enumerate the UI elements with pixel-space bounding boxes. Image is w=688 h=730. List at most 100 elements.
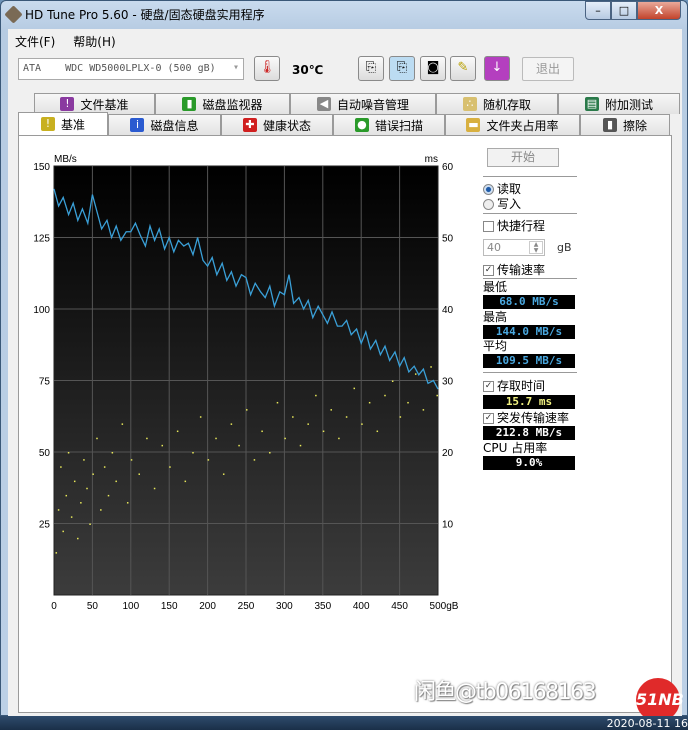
y-tick-label-left: 125 xyxy=(33,234,50,245)
benchmark-chart: 0 50 100 150 200 250 300 350 400 450 500gB 25 50 75 10… xyxy=(33,154,458,612)
x-tick-label: 150 xyxy=(161,601,178,612)
burst-rate-checkbox[interactable]: ✓ 突发传输速率 xyxy=(483,411,569,425)
max-value: 144.0 MB/s xyxy=(483,325,575,339)
transfer-rate-checkbox[interactable]: ✓ 传输速率 xyxy=(483,263,545,277)
x-tick-label: 50 xyxy=(87,601,99,612)
menu-file[interactable]: 文件(F) xyxy=(15,35,56,49)
copy-image-icon[interactable]: ⎘ xyxy=(389,56,415,81)
tab-random-access[interactable]: ∴ 随机存取 xyxy=(436,93,558,114)
write-label: 写入 xyxy=(497,197,522,211)
drive-select-value: ATA WDC WD5000LPLX-0 (500 gB) xyxy=(23,63,216,74)
y-tick-label-right: 30 xyxy=(442,377,454,388)
camera-icon[interactable]: ◙ xyxy=(420,56,446,81)
checkbox-icon xyxy=(483,220,494,232)
access-time-point xyxy=(299,444,302,447)
min-label: 最低 xyxy=(483,280,508,294)
minimize-button[interactable]: – xyxy=(585,1,611,20)
access-time-point xyxy=(57,509,60,511)
access-time-point xyxy=(207,459,210,461)
x-tick-label: 0 xyxy=(51,601,57,612)
access-time-point xyxy=(184,480,187,483)
maximize-button[interactable]: □ xyxy=(611,1,637,20)
y-tick-label-right: 50 xyxy=(442,234,454,245)
watermark: 闲鱼@tb06168163 xyxy=(414,680,597,705)
access-time-point xyxy=(138,473,140,475)
access-time-point xyxy=(353,387,356,390)
tab-health[interactable]: ✚ 健康状态 xyxy=(221,114,333,135)
access-time-point xyxy=(89,523,91,525)
title-bar: HD Tune Pro 5.60 - 硬盘/固态硬盘实用程序 xyxy=(4,4,265,24)
access-time-point xyxy=(430,366,432,368)
access-time-point xyxy=(407,401,409,404)
thermometer-icon[interactable]: 🌡 xyxy=(254,56,280,81)
close-button[interactable]: X xyxy=(637,1,681,20)
access-time-checkbox[interactable]: ✓ 存取时间 xyxy=(483,379,545,393)
cpu-label: CPU 占用率 xyxy=(483,441,548,455)
access-time-value: 15.7 ms xyxy=(483,395,575,409)
app-icon xyxy=(4,4,23,24)
options-icon[interactable]: ✎ xyxy=(450,56,476,81)
tab-file-benchmark[interactable]: ! 文件基准 xyxy=(34,93,155,114)
access-time-label: 存取时间 xyxy=(497,379,546,393)
drive-select[interactable]: ATA WDC WD5000LPLX-0 (500 gB) ▾ xyxy=(18,58,244,80)
access-time-point xyxy=(115,480,117,483)
access-time-point xyxy=(215,437,217,440)
access-time-point xyxy=(121,423,124,425)
exit-button[interactable]: 退出 xyxy=(522,57,574,81)
access-time-point xyxy=(253,459,256,461)
toolbar: ATA WDC WD5000LPLX-0 (500 gB) ▾ 🌡 30℃ ⎘ ⎘… xyxy=(8,51,682,91)
access-time-point xyxy=(368,401,371,404)
access-time-point xyxy=(322,430,325,433)
transfer-rate-line xyxy=(53,188,439,390)
access-time-point xyxy=(92,473,94,475)
access-time-point xyxy=(130,459,133,461)
checkbox-checked-icon: ✓ xyxy=(483,412,494,424)
tab-extra-tests[interactable]: ▤ 附加测试 xyxy=(558,93,680,114)
tab-benchmark[interactable]: ! 基准 xyxy=(18,112,108,135)
chevron-down-icon: ▾ xyxy=(232,62,239,73)
y-tick-label-left: 75 xyxy=(39,377,51,388)
tab-disk-monitor[interactable]: ▮ 磁盘监视器 xyxy=(155,93,290,114)
tab-label: 错误扫描 xyxy=(374,118,423,133)
tab-info[interactable]: i 磁盘信息 xyxy=(108,114,221,135)
tab-folder[interactable]: ▬ 文件夹占用率 xyxy=(445,114,580,135)
access-time-point xyxy=(146,437,148,440)
tab-speaker[interactable]: ◀ 自动噪音管理 xyxy=(290,93,436,114)
random-access-icon: ∴ xyxy=(462,97,477,111)
transfer-rate-label: 传输速率 xyxy=(497,263,546,277)
start-button[interactable]: 开始 xyxy=(487,148,559,167)
access-time-point xyxy=(422,409,425,411)
error-scan-icon: ● xyxy=(354,118,369,132)
access-time-point xyxy=(436,394,438,397)
short-stroke-input[interactable]: 40 ▲ ▼ xyxy=(483,239,545,256)
short-stroke-checkbox[interactable]: 快捷行程 xyxy=(483,219,545,233)
temperature: 30℃ xyxy=(292,63,324,77)
tab-label: 文件夹占用率 xyxy=(486,118,559,133)
access-time-point xyxy=(55,552,58,554)
save-down-icon[interactable]: ↓ xyxy=(484,56,510,81)
access-time-point xyxy=(261,430,263,433)
access-time-point xyxy=(276,401,279,404)
spinner-arrows-icon[interactable]: ▲ ▼ xyxy=(529,241,543,254)
divider xyxy=(483,176,577,177)
divider xyxy=(483,278,577,279)
menu-help[interactable]: 帮助(H) xyxy=(73,35,116,49)
tab-trash[interactable]: ▮ 擦除 xyxy=(580,114,670,135)
write-radio[interactable]: 写入 xyxy=(483,197,521,211)
y-tick-label-left: 25 xyxy=(39,520,51,531)
tab-label: 随机存取 xyxy=(482,97,531,112)
read-radio[interactable]: 读取 xyxy=(483,182,521,196)
x-tick-label: 400 xyxy=(353,601,370,612)
max-label: 最高 xyxy=(483,310,508,324)
checkbox-checked-icon: ✓ xyxy=(483,264,494,276)
window-title: HD Tune Pro 5.60 - 硬盘/固态硬盘实用程序 xyxy=(25,7,265,22)
tab-error-scan[interactable]: ● 错误扫描 xyxy=(333,114,445,135)
copy-text-icon[interactable]: ⎘ xyxy=(358,56,384,81)
access-time-point xyxy=(361,423,363,425)
access-time-point xyxy=(292,416,294,418)
clock: 2020-08-11 16 xyxy=(606,717,688,730)
access-time-point xyxy=(96,437,98,440)
tab-label: 磁盘监视器 xyxy=(202,97,263,112)
burst-rate-label: 突发传输速率 xyxy=(497,411,570,425)
